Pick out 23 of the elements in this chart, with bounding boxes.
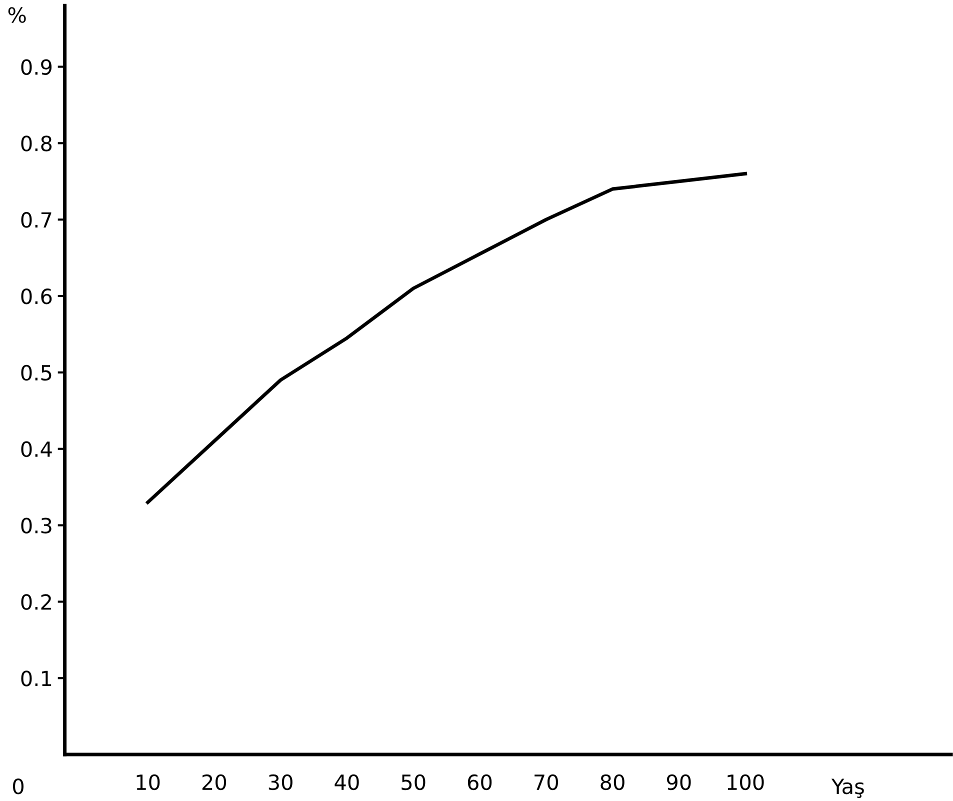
y-tick-label: 0.4 [21, 441, 52, 458]
text: 0 [13, 778, 24, 794]
y-axis-title: % [8, 7, 26, 23]
x-tick-label: 80 [600, 774, 624, 790]
x-tick-label: 90 [666, 774, 691, 790]
line-series [146, 172, 748, 504]
y-tick-label: 0.3 [21, 518, 52, 534]
x-tick-label: 100 [728, 774, 764, 790]
y-tick-label: 0.9 [21, 59, 52, 75]
x-tick-label: 70 [534, 774, 558, 790]
y-tick-label: 0.8 [21, 136, 52, 152]
x-axis-title: Yaş [831, 778, 864, 798]
y-tick-label: 0.1 [21, 670, 52, 686]
x-tick-label: 60 [468, 774, 492, 790]
x-tick-label: 20 [202, 774, 226, 790]
x-tick-label: 40 [334, 774, 359, 790]
x-tick-label: 30 [268, 774, 292, 790]
x-tick-label: 10 [136, 774, 160, 790]
y-tick-label: 0.2 [21, 594, 51, 610]
x-tick-label: 50 [402, 774, 426, 790]
y-tick-label: 0.6 [21, 288, 52, 304]
y-tick-label: 0.5 [21, 364, 52, 381]
y-tick-label: 0.7 [21, 212, 52, 228]
